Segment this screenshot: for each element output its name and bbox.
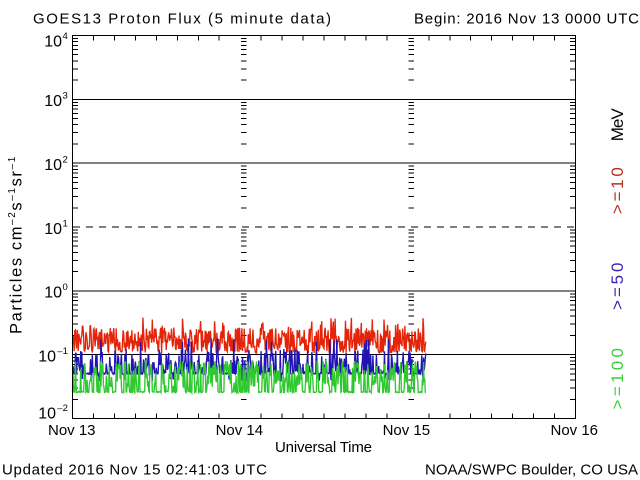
svg-text:4: 4 — [63, 31, 68, 42]
svg-text:10: 10 — [44, 221, 62, 238]
svg-text:3: 3 — [63, 91, 68, 102]
svg-text:10: 10 — [38, 349, 56, 366]
svg-text:Nov 16: Nov 16 — [551, 422, 599, 439]
svg-text:10: 10 — [44, 157, 62, 174]
svg-text:Universal Time: Universal Time — [275, 439, 372, 456]
svg-text:–1: –1 — [57, 346, 68, 357]
svg-text:0: 0 — [63, 282, 68, 293]
svg-text:Nov 14: Nov 14 — [216, 422, 264, 439]
svg-text:Particles cm–2s–1sr–1: Particles cm–2s–1sr–1 — [7, 155, 26, 334]
svg-text:MeV: MeV — [608, 108, 627, 142]
svg-text:–2: –2 — [57, 403, 68, 414]
svg-text:Nov 13: Nov 13 — [48, 422, 96, 439]
svg-text:Updated 2016 Nov 15 02:41:03 U: Updated 2016 Nov 15 02:41:03 UTC — [2, 462, 267, 479]
svg-text:10: 10 — [44, 93, 62, 110]
svg-text:1: 1 — [63, 218, 68, 229]
svg-text:10: 10 — [44, 285, 62, 302]
svg-text:10: 10 — [44, 33, 62, 50]
svg-text:2: 2 — [63, 155, 68, 166]
svg-text:10: 10 — [38, 406, 56, 423]
svg-text:NOAA/SWPC Boulder, CO USA: NOAA/SWPC Boulder, CO USA — [425, 462, 638, 479]
svg-text:>=100: >=100 — [608, 348, 627, 410]
svg-text:Nov 15: Nov 15 — [383, 422, 431, 439]
svg-text:Begin: 2016 Nov 13 0000 UTC: Begin: 2016 Nov 13 0000 UTC — [414, 11, 639, 28]
